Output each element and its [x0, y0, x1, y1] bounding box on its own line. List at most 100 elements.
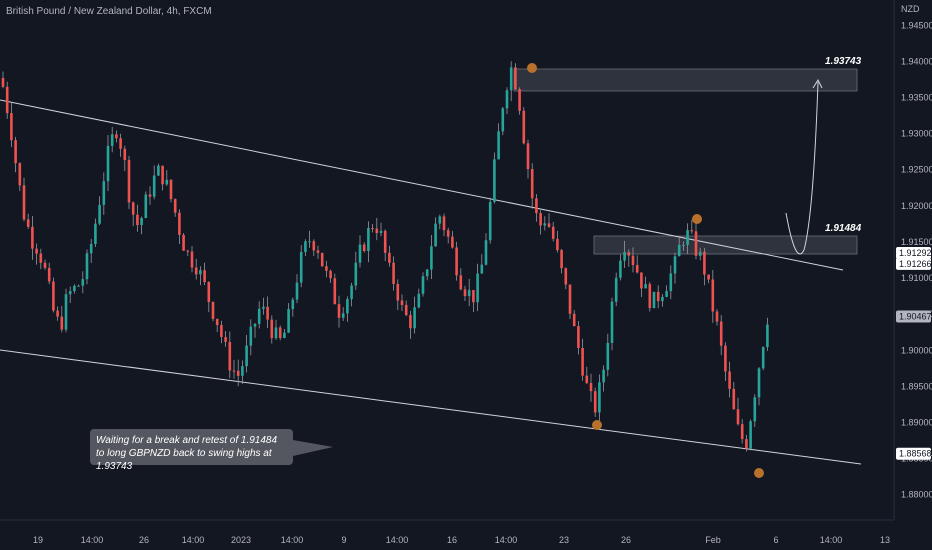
candle-bearish — [551, 226, 555, 239]
candle-bullish — [467, 289, 471, 297]
candle-bearish — [190, 251, 194, 268]
candle-bearish — [409, 315, 412, 329]
candle-bearish — [203, 270, 206, 283]
candle-bearish — [1, 78, 5, 87]
candle-bullish — [682, 244, 685, 246]
price-level-badge — [896, 447, 931, 460]
price-badge-label: 1.91266 — [899, 259, 932, 269]
candle-bullish — [152, 175, 156, 197]
candle-bullish — [665, 291, 668, 297]
candle-bearish — [585, 375, 589, 384]
candle-bearish — [455, 247, 458, 276]
candle-bearish — [472, 289, 475, 303]
candle-bullish — [165, 179, 169, 185]
candle-bullish — [501, 108, 505, 132]
candle-bearish — [581, 347, 584, 376]
candle-bearish — [224, 337, 227, 342]
candle-bearish — [10, 113, 13, 141]
candle-bearish — [39, 253, 43, 263]
candle-bullish — [346, 299, 349, 314]
swing-low-marker[interactable] — [592, 420, 602, 430]
target-level-label: 1.93743 — [825, 56, 862, 67]
candle-bearish — [312, 241, 316, 251]
candle-bullish — [652, 291, 656, 309]
candle-bearish — [14, 140, 17, 164]
candle-bullish — [686, 230, 689, 245]
candle-bearish — [518, 89, 521, 111]
candle-bullish — [677, 244, 681, 257]
price-tick-label: 1.91000 — [901, 273, 932, 283]
analysis-callout[interactable]: Waiting for a break and retest of 1.9148… — [90, 429, 293, 472]
candle-bearish — [635, 265, 639, 273]
projection-path[interactable] — [785, 81, 819, 255]
channel-lower-trendline[interactable] — [0, 349, 862, 465]
time-tick-label: Feb — [705, 535, 721, 545]
candle-bearish — [278, 327, 282, 339]
candle-bearish — [463, 289, 467, 297]
candle-bearish — [392, 262, 395, 284]
candle-bearish — [627, 252, 631, 256]
candle-bearish — [316, 250, 320, 253]
candle-bearish — [690, 230, 694, 232]
candle-bearish — [228, 341, 232, 371]
price-tick-label: 1.89000 — [901, 418, 932, 428]
candle-bearish — [400, 300, 404, 305]
time-axis[interactable]: 19 14:00 26 14:00 2023 14:00 9 14:00 16 14:00 23 26… — [33, 535, 890, 545]
candle-bullish — [199, 270, 202, 275]
current-price-badge — [896, 310, 931, 323]
candle-bearish — [320, 252, 324, 267]
channel-upper-trendline[interactable] — [0, 99, 844, 271]
time-tick-label: 14:00 — [386, 535, 409, 545]
candle-bearish — [131, 202, 135, 215]
candle-bullish — [291, 299, 295, 310]
candle-bearish — [115, 134, 118, 139]
target-zone-box[interactable] — [513, 68, 858, 92]
candle-bullish — [610, 301, 614, 343]
arrow-head-icon — [812, 78, 823, 89]
candle-bearish — [169, 179, 173, 200]
candle-bearish — [388, 252, 391, 263]
candle-bullish — [379, 230, 383, 234]
candle-bullish — [493, 159, 496, 202]
breakout-level-label: 1.91484 — [825, 223, 862, 234]
price-tick-label: 1.93500 — [901, 93, 932, 103]
candle-bearish — [43, 262, 47, 268]
candle-bullish — [413, 307, 416, 329]
candle-bullish — [299, 251, 303, 283]
candle-bearish — [215, 318, 219, 326]
price-tick-label: 1.88000 — [901, 490, 932, 500]
candle-bullish — [98, 204, 101, 224]
candle-bullish — [606, 342, 610, 370]
price-tick-label: 1.94000 — [901, 56, 932, 66]
candle-bullish — [106, 145, 110, 182]
candle-bullish — [761, 347, 765, 369]
time-tick-label: 9 — [341, 535, 346, 545]
candle-bearish — [442, 216, 446, 231]
candle-bullish — [350, 285, 353, 300]
candle-bullish — [698, 251, 702, 256]
time-tick-label: 14:00 — [495, 535, 518, 545]
candle-bearish — [18, 163, 22, 186]
candle-bearish — [656, 291, 660, 302]
candle-bullish — [102, 181, 106, 205]
candle-bearish — [56, 310, 59, 317]
candle-bearish — [530, 169, 534, 199]
candle-bullish — [308, 241, 311, 243]
price-tick-label: 1.93000 — [901, 129, 932, 139]
candle-bearish — [568, 284, 572, 314]
time-tick-label: 14:00 — [820, 535, 843, 545]
candle-bullish — [110, 134, 114, 146]
price-tick-label: 1.91500 — [901, 237, 932, 247]
breakout-zone-box[interactable] — [593, 235, 858, 255]
swing-high-marker[interactable] — [692, 214, 702, 224]
price-badge-label: 1.91292 — [899, 248, 932, 258]
swing-low-marker[interactable] — [754, 468, 764, 478]
candle-bullish — [64, 294, 68, 330]
candle-bearish — [5, 86, 9, 114]
candle-bullish — [274, 327, 278, 339]
candle-bearish — [123, 148, 127, 161]
swing-high-marker[interactable] — [527, 63, 537, 73]
candle-bearish — [640, 272, 643, 289]
